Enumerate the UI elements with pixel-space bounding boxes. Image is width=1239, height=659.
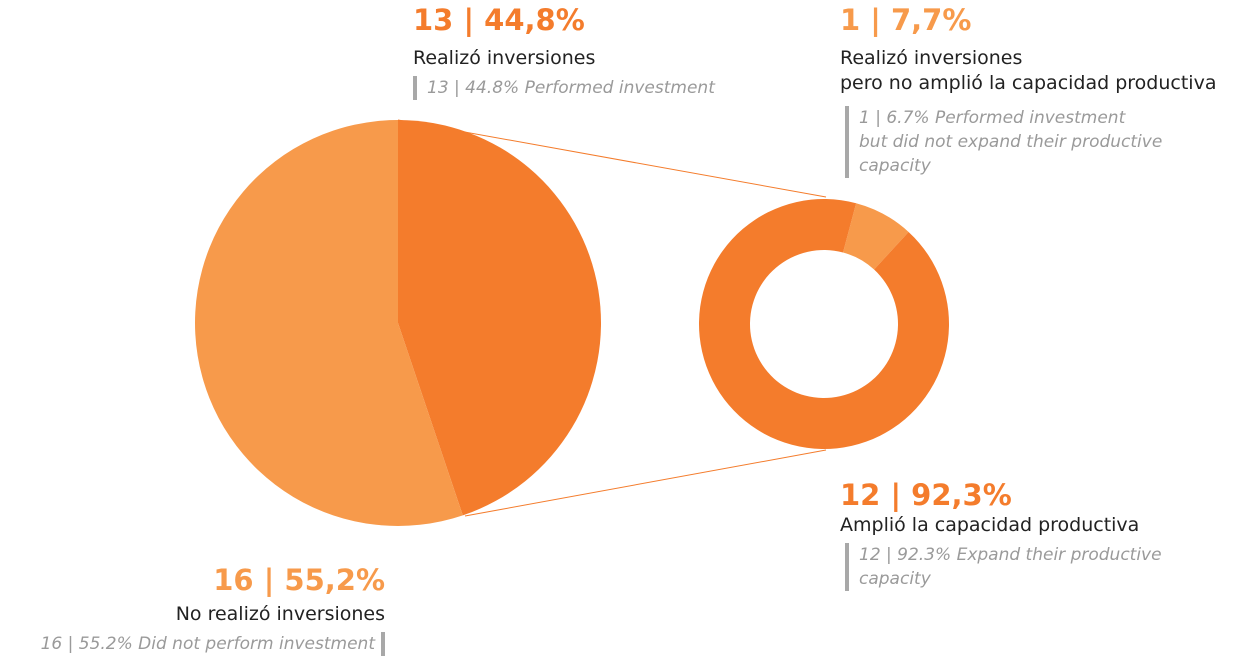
category-label: Amplió la capacidad productiva (840, 514, 1140, 536)
value-label: 1 | 7,7% (840, 3, 972, 37)
annotation: 13 | 44.8% Performed investment (413, 76, 715, 100)
slice (843, 203, 909, 270)
annotation: 16 | 55.2% Did not perform investment (41, 632, 385, 656)
value-label: 13 | 44,8% (413, 3, 585, 37)
slice (194, 120, 463, 526)
value-label: 16 | 55,2% (213, 563, 385, 597)
value-label: 12 | 92,3% (840, 478, 1012, 512)
category-label: Realizó inversiones (413, 47, 596, 69)
connector (464, 449, 827, 517)
category-label: Realizó inversiones pero no amplió la ca… (840, 47, 1217, 94)
slice (398, 120, 601, 516)
annotation: 12 | 92.3% Expand their productive capac… (845, 543, 1162, 591)
connector (397, 119, 827, 198)
slice (699, 199, 950, 449)
category-label: No realizó inversiones (175, 603, 385, 625)
annotation: 1 | 6.7% Performed investment but did no… (845, 106, 1162, 178)
